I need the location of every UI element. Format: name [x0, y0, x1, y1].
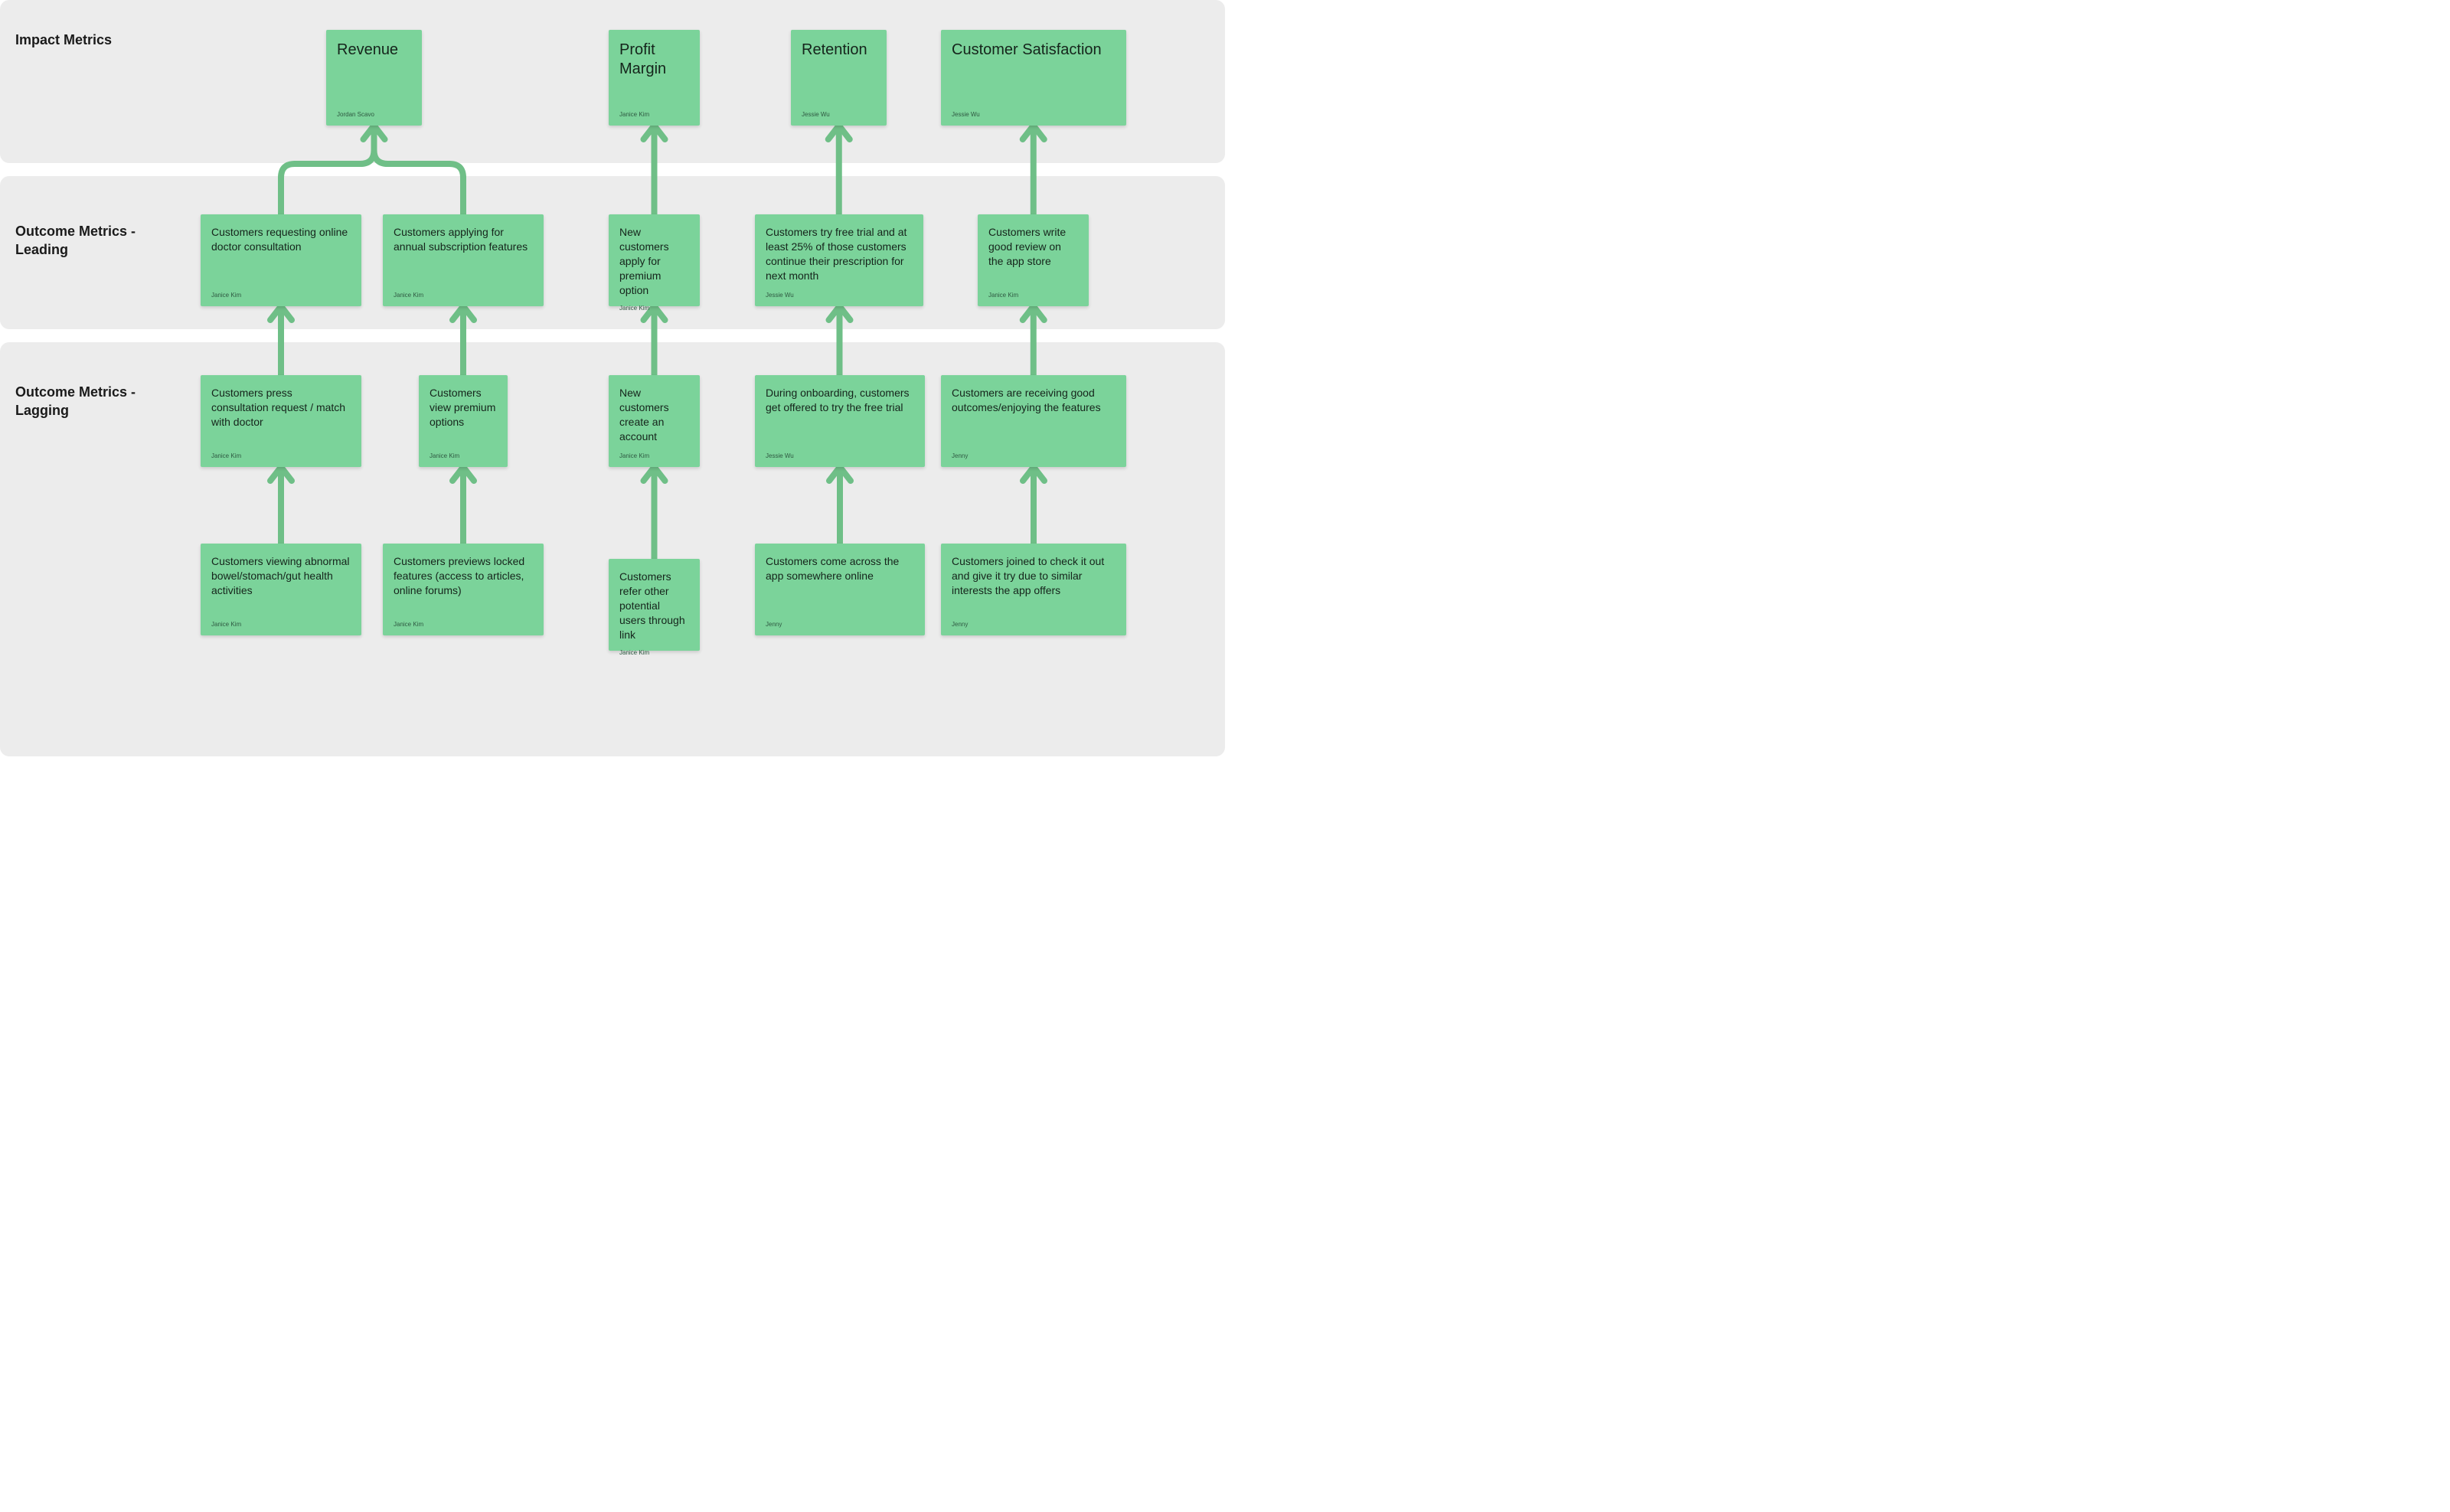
card-lag1_onboard[interactable]: During onboarding, customers get offered… — [755, 375, 925, 467]
card-impact_profit[interactable]: Profit Margin Janice Kim — [609, 30, 700, 126]
card-lead_premium[interactable]: New customers apply for premium optionJa… — [609, 214, 700, 306]
band-label-impact: Impact Metrics — [15, 31, 112, 49]
band-label-leading: Outcome Metrics - Leading — [15, 222, 168, 260]
card-author: Jessie Wu — [766, 452, 914, 459]
card-lag2_refer[interactable]: Customers refer other potential users th… — [609, 559, 700, 651]
card-author: Janice Kim — [211, 292, 351, 299]
card-lag1_match[interactable]: Customers press consultation request / m… — [201, 375, 361, 467]
card-author: Janice Kim — [211, 452, 351, 459]
card-text: Customers viewing abnormal bowel/stomach… — [211, 554, 351, 598]
card-lag2_across[interactable]: Customers come across the app somewhere … — [755, 544, 925, 635]
card-text: Customers joined to check it out and giv… — [952, 554, 1116, 598]
card-author: Jenny — [766, 621, 914, 628]
card-lead_review[interactable]: Customers write good review on the app s… — [978, 214, 1089, 306]
card-text: New customers create an account — [619, 386, 689, 444]
card-lag2_locked[interactable]: Customers previews locked features (acce… — [383, 544, 544, 635]
card-author: Jordan Scavo — [337, 111, 411, 118]
card-lag2_bowel[interactable]: Customers viewing abnormal bowel/stomach… — [201, 544, 361, 635]
card-text: Customers requesting online doctor consu… — [211, 225, 351, 254]
card-lag1_viewprem[interactable]: Customers view premium options Janice Kim — [419, 375, 508, 467]
card-text: Customers refer other potential users th… — [619, 570, 689, 642]
card-impact_csat[interactable]: Customer Satisfaction Jessie Wu — [941, 30, 1126, 126]
card-author: Jenny — [952, 621, 1116, 628]
card-author: Jessie Wu — [802, 111, 876, 118]
card-text: Customers view premium options — [430, 386, 497, 429]
card-author: Jessie Wu — [766, 292, 913, 299]
card-text: Profit Margin — [619, 41, 689, 79]
card-text: Customer Satisfaction — [952, 41, 1116, 60]
card-text: Customers write good review on the app s… — [988, 225, 1078, 269]
card-text: Customers previews locked features (acce… — [394, 554, 533, 598]
card-author: Janice Kim — [988, 292, 1078, 299]
card-lead_annual[interactable]: Customers applying for annual subscripti… — [383, 214, 544, 306]
card-text: Customers applying for annual subscripti… — [394, 225, 533, 254]
card-author: Janice Kim — [619, 649, 689, 656]
card-text: New customers apply for premium option — [619, 225, 689, 297]
card-author: Janice Kim — [430, 452, 497, 459]
card-text: Customers try free trial and at least 25… — [766, 225, 913, 283]
card-text: Customers press consultation request / m… — [211, 386, 351, 429]
band-label-lagging: Outcome Metrics - Lagging — [15, 383, 168, 420]
card-text: Customers are receiving good outcomes/en… — [952, 386, 1116, 415]
card-impact_revenue[interactable]: Revenue Jordan Scavo — [326, 30, 422, 126]
card-text: Customers come across the app somewhere … — [766, 554, 914, 583]
card-author: Janice Kim — [394, 292, 533, 299]
card-author: Janice Kim — [619, 111, 689, 118]
card-text: Revenue — [337, 41, 411, 60]
card-author: Janice Kim — [619, 305, 689, 312]
card-lead_trial25[interactable]: Customers try free trial and at least 25… — [755, 214, 923, 306]
card-author: Janice Kim — [394, 621, 533, 628]
card-lead_consult[interactable]: Customers requesting online doctor consu… — [201, 214, 361, 306]
card-author: Janice Kim — [211, 621, 351, 628]
card-text: During onboarding, customers get offered… — [766, 386, 914, 415]
card-author: Janice Kim — [619, 452, 689, 459]
card-lag2_joined[interactable]: Customers joined to check it out and giv… — [941, 544, 1126, 635]
card-author: Jessie Wu — [952, 111, 1116, 118]
card-text: Retention — [802, 41, 876, 60]
card-lag1_account[interactable]: New customers create an account Janice Ki… — [609, 375, 700, 467]
card-impact_retention[interactable]: Retention Jessie Wu — [791, 30, 887, 126]
card-author: Jenny — [952, 452, 1116, 459]
card-lag1_enjoy[interactable]: Customers are receiving good outcomes/en… — [941, 375, 1126, 467]
